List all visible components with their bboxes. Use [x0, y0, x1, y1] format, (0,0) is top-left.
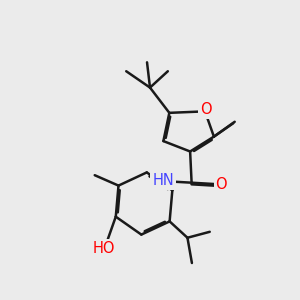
Text: HN: HN — [152, 173, 174, 188]
Text: HO: HO — [93, 241, 115, 256]
Text: O: O — [200, 102, 212, 117]
Text: O: O — [215, 177, 227, 192]
